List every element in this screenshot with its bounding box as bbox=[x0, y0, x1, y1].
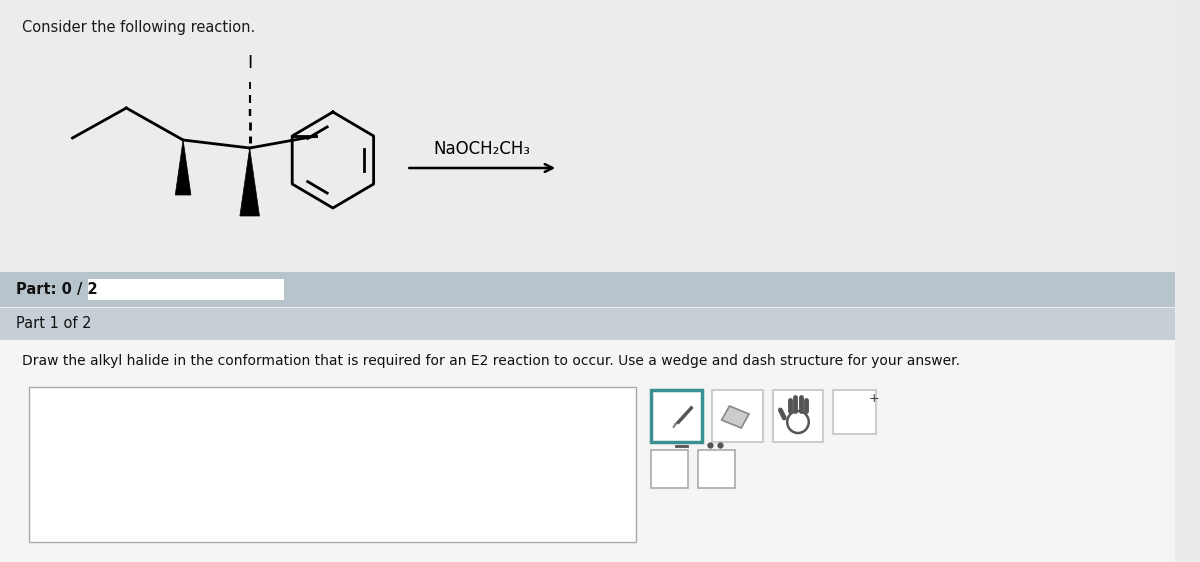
Polygon shape bbox=[721, 406, 749, 428]
Bar bbox=[0, 308, 1175, 340]
Bar bbox=[88, 279, 284, 300]
Bar bbox=[773, 390, 823, 442]
Bar bbox=[652, 450, 689, 488]
Bar bbox=[29, 387, 636, 542]
Bar bbox=[833, 390, 876, 434]
Text: Draw the alkyl halide in the conformation that is required for an E2 reaction to: Draw the alkyl halide in the conformatio… bbox=[22, 354, 960, 368]
Text: Part: 0 / 2: Part: 0 / 2 bbox=[16, 282, 97, 297]
Text: +: + bbox=[869, 392, 880, 405]
Text: NaOCH₂CH₃: NaOCH₂CH₃ bbox=[433, 140, 530, 158]
Text: Part 1 of 2: Part 1 of 2 bbox=[16, 316, 91, 332]
Bar bbox=[0, 340, 1175, 562]
Text: I: I bbox=[247, 54, 252, 72]
Polygon shape bbox=[240, 148, 259, 216]
Polygon shape bbox=[175, 140, 191, 195]
Bar bbox=[0, 0, 1175, 272]
Text: Consider the following reaction.: Consider the following reaction. bbox=[22, 20, 254, 35]
Bar bbox=[652, 390, 702, 442]
Bar bbox=[0, 272, 1175, 307]
Bar bbox=[712, 390, 763, 442]
Bar bbox=[698, 450, 736, 488]
